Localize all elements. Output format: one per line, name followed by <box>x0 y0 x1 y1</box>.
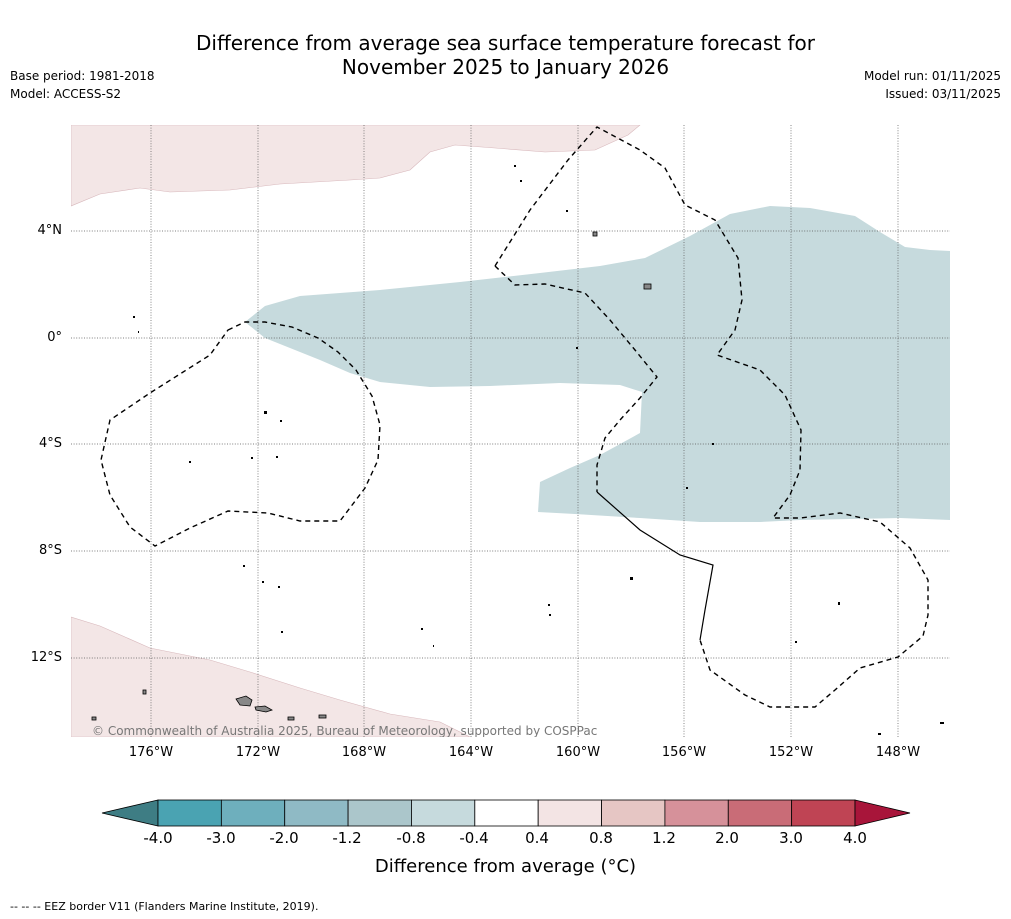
atoll <box>548 604 550 606</box>
island-small <box>318 714 327 719</box>
atoll <box>264 411 267 414</box>
lon-label-160w: 160°W <box>555 745 601 760</box>
lon-label-164w: 164°W <box>448 745 494 760</box>
atoll <box>433 645 434 647</box>
colorbar-tick: -3.0 <box>206 829 236 847</box>
atoll <box>520 180 522 182</box>
model-run: Model run: 01/11/2025 <box>863 69 1001 83</box>
colorbar-tick: 0.4 <box>525 829 549 847</box>
atoll <box>630 577 633 580</box>
atoll <box>940 722 944 724</box>
atoll <box>280 420 282 422</box>
lon-label-148w: 148°W <box>875 745 921 760</box>
colorbar-tick: 0.8 <box>589 829 613 847</box>
atoll <box>243 565 245 567</box>
atoll <box>421 628 423 630</box>
atoll <box>549 614 551 616</box>
eez-borders <box>100 126 929 708</box>
colorbar-tick: 1.2 <box>652 829 676 847</box>
island-kiritimati <box>643 283 652 290</box>
meta-left: Base period: 1981-2018 Model: ACCESS-S2 <box>10 67 155 103</box>
island-small <box>142 689 147 695</box>
lat-label-4n: 4°N <box>37 223 63 238</box>
lat-label-4s: 4°S <box>38 436 62 451</box>
title-line-2: November 2025 to January 2026 <box>341 55 670 79</box>
eez-border-solid-segment <box>596 491 714 641</box>
model-name: Model: ACCESS-S2 <box>10 87 122 101</box>
atolls <box>133 165 944 735</box>
island-small <box>287 716 295 721</box>
atoll <box>686 487 688 489</box>
base-period: Base period: 1981-2018 <box>10 69 155 83</box>
colorbar-segment <box>727 799 793 827</box>
colorbar-tick: -2.0 <box>269 829 299 847</box>
atoll <box>514 165 516 167</box>
colorbar-tick: 4.0 <box>843 829 867 847</box>
eez-legend-note: -- -- -- EEZ border V11 (Flanders Marine… <box>10 900 319 913</box>
colorbar-segment <box>664 799 729 827</box>
cool-anomaly-region <box>245 206 950 522</box>
lon-label-156w: 156°W <box>661 745 707 760</box>
warm-anomaly-north <box>71 125 641 207</box>
lon-label-176w: 176°W <box>128 745 174 760</box>
map-plot-area: © Commonwealth of Australia 2025, Bureau… <box>71 125 950 738</box>
colorbar-tick: -0.4 <box>459 829 489 847</box>
eez-border-line-islands <box>494 126 929 708</box>
lon-label-172w: 172°W <box>235 745 281 760</box>
lat-label-12s: 12°S <box>30 650 62 665</box>
lat-label-0: 0° <box>47 330 62 345</box>
islands <box>91 231 652 721</box>
colorbar-segment <box>474 799 539 827</box>
atoll <box>878 733 881 735</box>
meta-right: Model run: 01/11/2025 Issued: 03/11/2025 <box>864 67 1001 103</box>
island-savaii <box>235 695 253 707</box>
warm-anomaly-south <box>71 616 471 737</box>
colorbar-segment <box>220 799 286 827</box>
colorbar-segment <box>537 799 602 827</box>
atoll <box>251 457 253 459</box>
lon-label-168w: 168°W <box>341 745 387 760</box>
atoll <box>712 443 714 445</box>
colorbar-tick: -4.0 <box>143 829 173 847</box>
colorbar-label: Difference from average (°C) <box>374 856 637 877</box>
atoll <box>138 331 139 333</box>
atoll <box>189 461 191 463</box>
atoll <box>838 602 840 605</box>
issued-date: Issued: 03/11/2025 <box>885 87 1001 101</box>
island-tabuaeran <box>592 231 598 237</box>
colorbar-tick: 3.0 <box>779 829 803 847</box>
colorbar-tick: 2.0 <box>715 829 739 847</box>
island-small <box>91 716 97 721</box>
colorbar-tick: -0.8 <box>396 829 426 847</box>
colorbar-segment <box>791 799 856 827</box>
atoll <box>566 210 568 212</box>
graticule <box>71 125 950 737</box>
atoll <box>576 347 578 349</box>
colorbar <box>101 799 911 827</box>
colorbar-tick: -1.2 <box>332 829 362 847</box>
colorbar-extend-low <box>101 799 159 827</box>
island-upolu <box>254 705 273 713</box>
eez-border-central <box>494 265 658 492</box>
colorbar-segment <box>411 799 476 827</box>
lon-label-152w: 152°W <box>768 745 814 760</box>
atoll <box>278 586 280 588</box>
atoll <box>281 631 283 633</box>
colorbar-segment <box>347 799 412 827</box>
colorbar-extend-high <box>854 799 911 827</box>
atoll <box>276 456 278 458</box>
chart-title: Difference from average sea surface temp… <box>0 31 1011 79</box>
atoll <box>262 581 264 583</box>
lat-label-8s: 8°S <box>38 543 62 558</box>
colorbar-segments <box>157 799 856 827</box>
colorbar-segment <box>157 799 222 827</box>
atoll <box>795 641 797 643</box>
title-line-1: Difference from average sea surface temp… <box>195 31 815 55</box>
colorbar-segment <box>601 799 666 827</box>
copyright-notice: © Commonwealth of Australia 2025, Bureau… <box>92 724 597 738</box>
atoll <box>133 316 135 318</box>
colorbar-segment <box>284 799 349 827</box>
